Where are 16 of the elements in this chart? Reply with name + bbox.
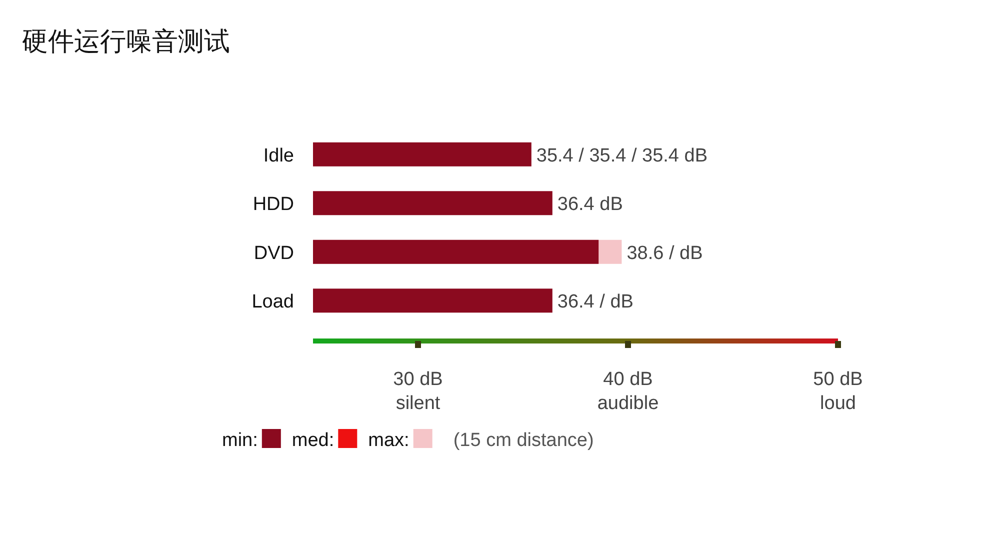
x-tick-label: 30 dB silent [393,369,443,414]
data-label: 36.4 dB [557,194,623,216]
legend-label: min: [222,430,258,451]
data-label: 38.6 / dB [626,242,703,264]
x-tick-label: 40 dB audible [597,369,659,414]
text: (15 cm distance) [453,430,594,451]
y-tick-label: Idle [263,145,294,166]
legend-label: max: [368,430,410,451]
legend-label: med: [292,430,334,451]
x-tick-label: 50 dB loud [813,369,863,414]
y-tick-label: Load [252,292,294,313]
data-label: 36.4 / dB [557,292,634,313]
y-tick-label: HDD [252,194,294,216]
y-tick-label: DVD [254,242,294,264]
data-label: 35.4 / 35.4 / 35.4 dB [536,145,708,166]
chart-title: 硬件运行噪音测试 [22,26,230,56]
